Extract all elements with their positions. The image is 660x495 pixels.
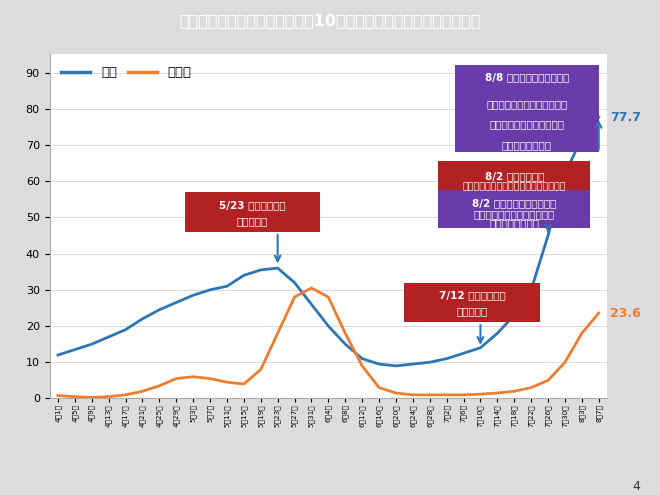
Text: 滋賀県、熊本県）: 滋賀県、熊本県） xyxy=(502,141,552,150)
Text: 7/12 緊急事態宣言: 7/12 緊急事態宣言 xyxy=(439,290,506,300)
Text: 77.7: 77.7 xyxy=(610,110,641,124)
Text: 23.6: 23.6 xyxy=(610,306,640,319)
Text: （沖縄県）: （沖縄県） xyxy=(237,216,268,226)
Text: 群馬県、静岡県、愛知県、: 群馬県、静岡県、愛知県、 xyxy=(490,120,564,130)
Text: 兵庫県、福岡県）: 兵庫県、福岡県） xyxy=(489,218,539,228)
Text: 全国と本県の直近１週間の人口10万人当たりの新規感染者数の推移: 全国と本県の直近１週間の人口10万人当たりの新規感染者数の推移 xyxy=(180,13,480,28)
FancyBboxPatch shape xyxy=(438,190,590,228)
Text: 5/23 緊急事態宣言: 5/23 緊急事態宣言 xyxy=(219,200,286,210)
FancyBboxPatch shape xyxy=(185,192,320,232)
Text: （東京都）: （東京都） xyxy=(456,306,488,317)
Text: 8/2 まん延防止等重点措置: 8/2 まん延防止等重点措置 xyxy=(472,198,556,208)
Text: 8/8 まん延防止等重点措置: 8/8 まん延防止等重点措置 xyxy=(484,73,569,83)
Text: （埼玉県、千葉県、神奈川県、大阪府）: （埼玉県、千葉県、神奈川県、大阪府） xyxy=(463,182,566,191)
FancyBboxPatch shape xyxy=(438,161,590,190)
Text: 4: 4 xyxy=(632,480,640,493)
FancyBboxPatch shape xyxy=(405,283,540,322)
Text: （福島県、茨城県、栃木県、: （福島県、茨城県、栃木県、 xyxy=(486,99,568,109)
Text: （北海道、石川県、京都府、: （北海道、石川県、京都府、 xyxy=(474,209,555,219)
FancyBboxPatch shape xyxy=(455,65,599,152)
Legend: 全国, 宮崎県: 全国, 宮崎県 xyxy=(56,61,197,85)
Text: 8/2 緊急事態宣言: 8/2 緊急事態宣言 xyxy=(484,171,544,181)
